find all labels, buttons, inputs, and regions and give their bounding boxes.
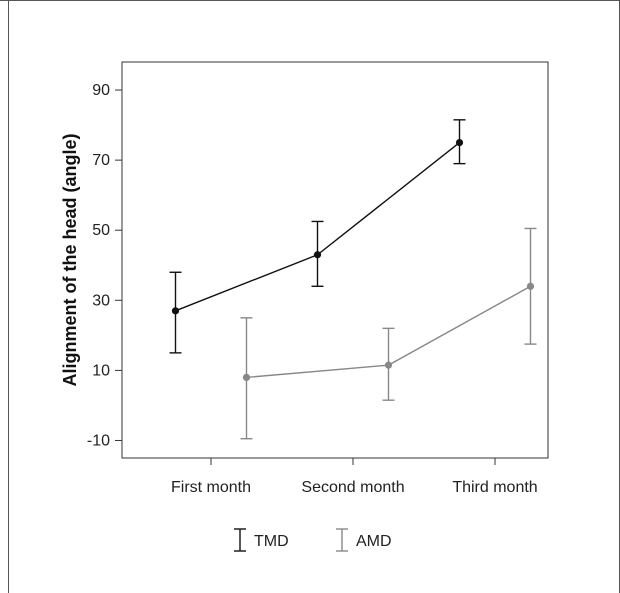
y-axis-label: Alignment of the head (angle)	[60, 133, 80, 386]
data-point-amd	[384, 361, 393, 369]
data-point-amd	[526, 282, 535, 290]
plot-area	[121, 61, 549, 459]
data-point-tmd	[171, 307, 180, 315]
x-tick-label: Second month	[301, 479, 404, 496]
data-point-amd	[242, 373, 251, 381]
y-axis: -10 10 30 50 70 90	[87, 82, 122, 449]
x-axis: First month Second month Third month	[171, 458, 538, 496]
y-tick-label: 90	[92, 82, 110, 99]
series-layer	[169, 119, 537, 440]
y-tick-label: 70	[92, 152, 110, 169]
y-tick-label: 10	[92, 362, 110, 379]
legend-label-amd: AMD	[356, 533, 392, 550]
x-tick-label: First month	[171, 479, 251, 496]
y-tick-label: 30	[92, 292, 110, 309]
data-point-tmd	[313, 251, 322, 259]
y-tick-label: 50	[92, 222, 110, 239]
legend-label-tmd: TMD	[254, 533, 289, 550]
y-tick-label: -10	[87, 432, 110, 449]
x-tick-label: Third month	[452, 479, 537, 496]
data-point-tmd	[455, 139, 464, 147]
legend: TMD AMD	[234, 528, 392, 552]
